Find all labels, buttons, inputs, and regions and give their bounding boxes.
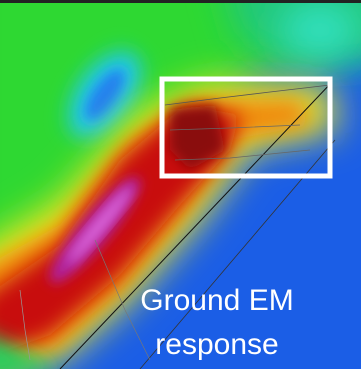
top-border (0, 0, 361, 3)
page: {"image": {"caption_lines": ["Ground EM"… (0, 0, 361, 369)
caption-line: Ground EM (140, 284, 293, 317)
caption-line: response (155, 328, 278, 361)
em-map: Ground EM response (0, 0, 361, 369)
